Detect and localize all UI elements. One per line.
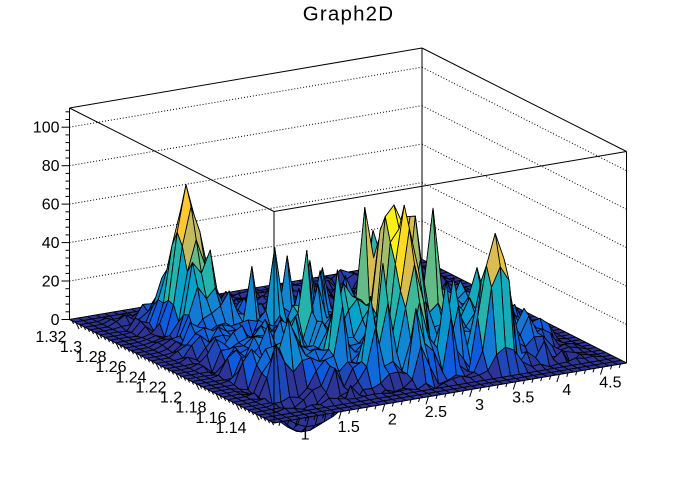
svg-text:1.24: 1.24 <box>115 369 146 386</box>
svg-text:60: 60 <box>42 197 60 214</box>
svg-text:1.14: 1.14 <box>215 420 246 437</box>
svg-text:80: 80 <box>42 158 60 175</box>
svg-text:1: 1 <box>301 427 310 444</box>
svg-text:100: 100 <box>33 120 60 137</box>
svg-text:1.32: 1.32 <box>35 329 66 346</box>
svg-text:0: 0 <box>51 312 60 329</box>
svg-text:40: 40 <box>42 235 60 252</box>
svg-text:4.5: 4.5 <box>599 375 621 392</box>
svg-text:20: 20 <box>42 274 60 291</box>
svg-text:1.5: 1.5 <box>338 419 360 436</box>
svg-text:1.3: 1.3 <box>60 339 82 356</box>
svg-text:1.28: 1.28 <box>75 349 106 366</box>
svg-text:2.5: 2.5 <box>425 404 447 421</box>
svg-text:1.26: 1.26 <box>95 359 126 376</box>
svg-text:Graph2D: Graph2D <box>303 3 395 26</box>
svg-text:1.22: 1.22 <box>135 379 166 396</box>
svg-text:1.16: 1.16 <box>195 410 226 427</box>
svg-text:3: 3 <box>475 397 484 414</box>
svg-text:4: 4 <box>562 382 571 399</box>
svg-text:1.2: 1.2 <box>160 390 182 407</box>
svg-text:3.5: 3.5 <box>512 389 534 406</box>
svg-text:2: 2 <box>388 412 397 429</box>
svg-text:1.18: 1.18 <box>175 400 206 417</box>
